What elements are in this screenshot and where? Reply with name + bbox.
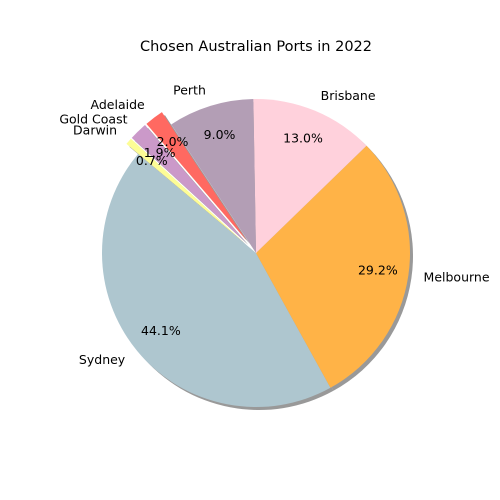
slice-label-sydney: Sydney (79, 352, 126, 367)
slice-percent-perth: 9.0% (204, 127, 236, 142)
slice-label-perth: Perth (173, 83, 206, 98)
slice-label-gold-coast: Gold Coast (59, 112, 127, 127)
slice-percent-sydney: 44.1% (141, 323, 181, 338)
pie-slices (101, 99, 411, 408)
slice-brisbane (253, 99, 367, 253)
slice-sydney (101, 154, 331, 408)
slice-percent-gold-coast: 1.9% (144, 145, 176, 160)
slice-percent-darwin: 0.7% (136, 153, 168, 168)
slice-percent-brisbane: 13.0% (283, 131, 323, 146)
slice-label-darwin: Darwin (73, 123, 117, 138)
slice-darwin (126, 138, 245, 243)
chart-title: Chosen Australian Ports in 2022 (140, 39, 372, 55)
slice-label-adelaide: Adelaide (91, 97, 145, 112)
slice-label-brisbane: Brisbane (321, 88, 376, 103)
slice-percent-adelaide: 2.0% (157, 134, 189, 149)
slice-melbourne (256, 145, 411, 388)
slice-adelaide (146, 112, 247, 241)
slice-label-melbourne: Melbourne (424, 269, 490, 284)
slice-perth (171, 99, 256, 253)
pie-labels: Sydney 44.1% Melbourne 29.2% Brisbane 13.0% Pe… (59, 83, 490, 367)
slice-percent-melbourne: 29.2% (358, 263, 398, 278)
slice-gold-coast (131, 125, 246, 242)
